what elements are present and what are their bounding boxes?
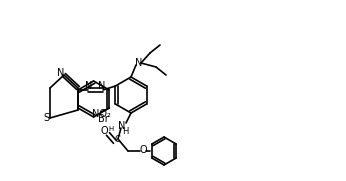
Text: H: H xyxy=(122,127,128,136)
Text: N: N xyxy=(135,58,143,68)
Text: N: N xyxy=(57,68,65,78)
Text: N: N xyxy=(85,81,93,91)
Text: S: S xyxy=(43,113,49,123)
Text: O: O xyxy=(100,126,108,136)
Text: NO₂: NO₂ xyxy=(92,109,111,119)
Text: C: C xyxy=(114,136,120,144)
Text: O: O xyxy=(139,145,147,155)
Text: Br: Br xyxy=(98,114,109,124)
Text: N: N xyxy=(98,81,106,91)
Text: N: N xyxy=(118,121,126,131)
Text: H: H xyxy=(108,126,113,132)
